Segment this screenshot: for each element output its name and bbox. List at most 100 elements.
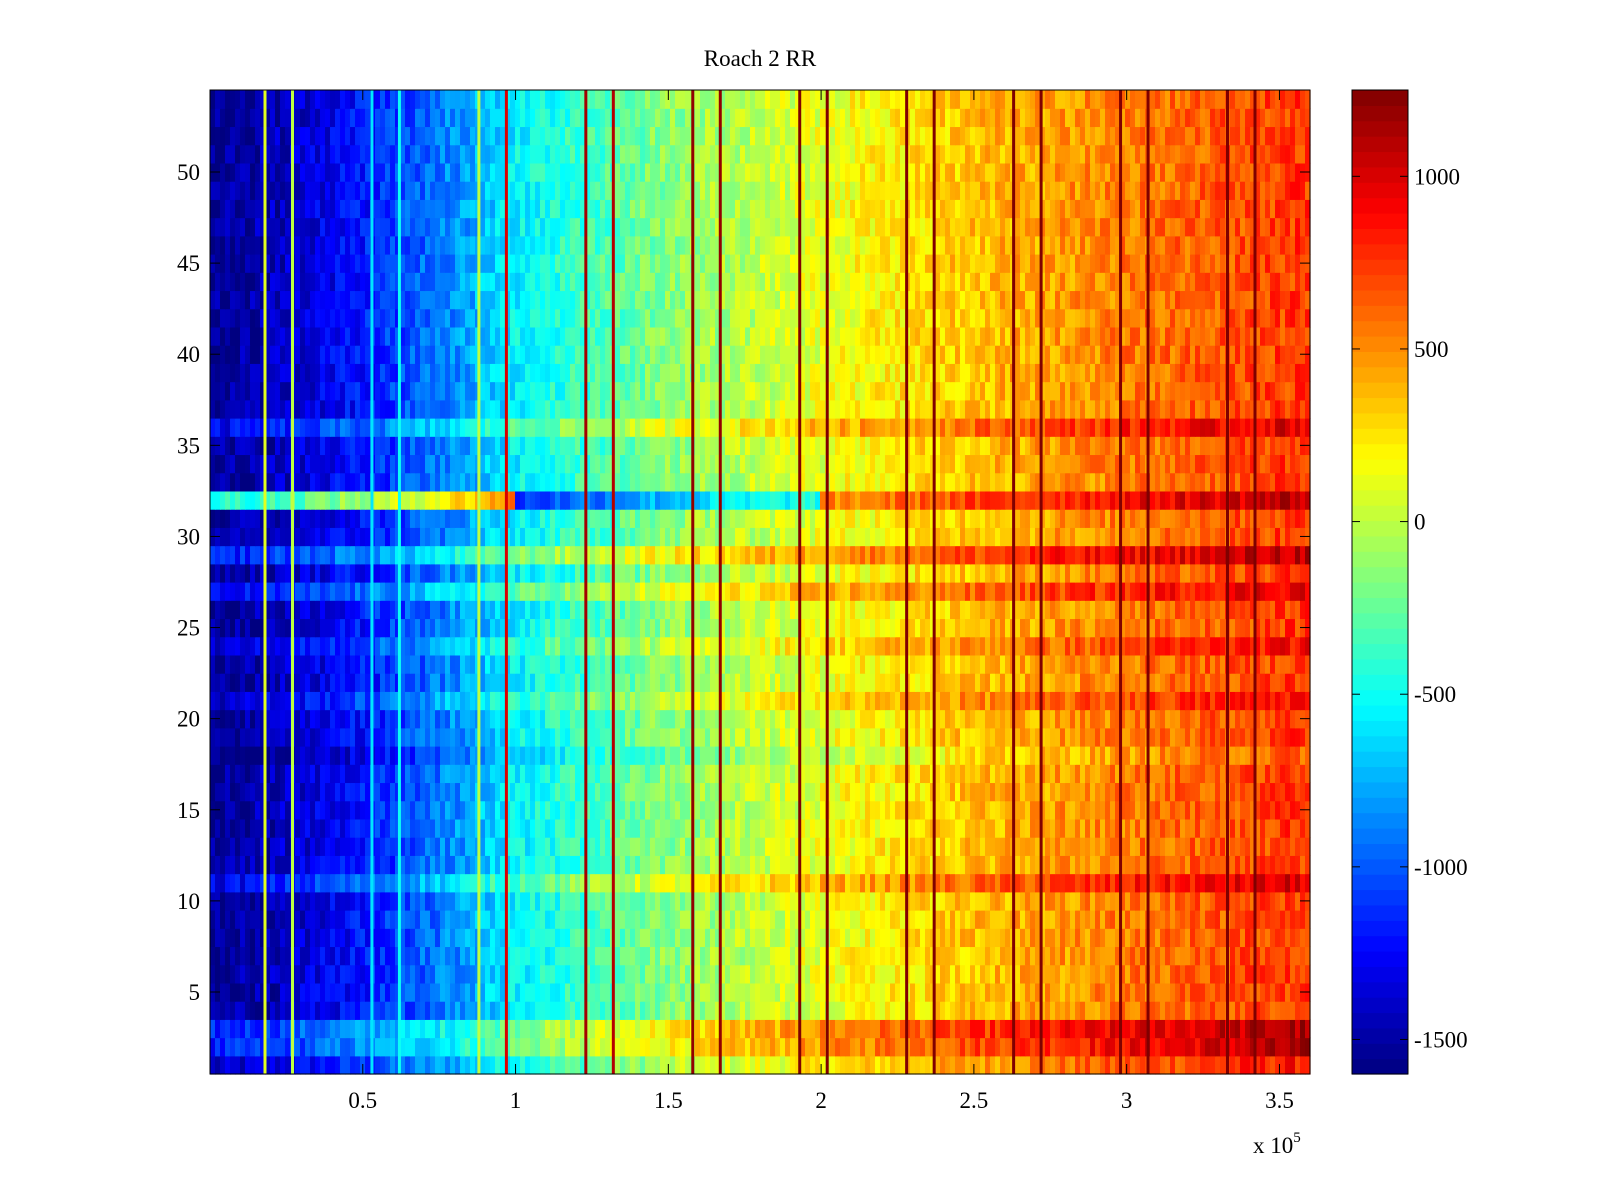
heatmap-cell: [335, 837, 341, 856]
heatmap-cell: [400, 673, 406, 692]
heatmap-cell: [955, 837, 961, 856]
heatmap-cell: [240, 654, 246, 674]
heatmap-cell: [1070, 946, 1076, 966]
heatmap-cell: [410, 746, 416, 765]
heatmap-cell: [1150, 782, 1156, 802]
heatmap-cell: [830, 709, 836, 729]
heatmap-cell: [1000, 855, 1006, 875]
heatmap-cell: [830, 746, 836, 765]
heatmap-cell: [815, 964, 821, 984]
heatmap-cell: [1275, 855, 1281, 875]
heatmap-cell: [950, 855, 956, 875]
heatmap-cell: [785, 910, 791, 929]
heatmap-cell: [550, 673, 556, 692]
heatmap-cell: [1080, 746, 1086, 765]
heatmap-cell: [560, 818, 566, 838]
heatmap-cell: [1210, 1037, 1216, 1057]
heatmap-cell: [330, 873, 336, 893]
heatmap-cell: [220, 837, 226, 856]
heatmap-cell: [1235, 709, 1241, 729]
heatmap-cell: [545, 928, 551, 948]
heatmap-cell: [990, 891, 996, 911]
heatmap-cell: [510, 654, 516, 674]
heatmap-cell: [545, 891, 551, 911]
heatmap-cell: [210, 782, 216, 802]
heatmap-cell: [625, 964, 631, 984]
heatmap-cell: [520, 1037, 526, 1057]
heatmap-cell: [1065, 855, 1071, 875]
heatmap-cell: [655, 873, 661, 893]
heatmap-cell: [250, 800, 256, 820]
heatmap-cell: [855, 855, 861, 875]
heatmap-cell: [1230, 891, 1236, 911]
heatmap-cell: [920, 982, 926, 1002]
heatmap-cell: [920, 782, 926, 802]
heatmap-cell: [455, 782, 461, 802]
heatmap-cell: [945, 837, 951, 856]
heatmap-cell: [725, 891, 731, 911]
heatmap-cell: [240, 946, 246, 966]
heatmap-cell: [1105, 1001, 1111, 1020]
heatmap-cell: [915, 782, 921, 802]
heatmap-cell: [525, 855, 531, 875]
heatmap-cell: [1155, 891, 1161, 911]
heatmap-cell: [1120, 1037, 1126, 1057]
heatmap-cell: [460, 910, 466, 929]
heatmap-cell: [310, 1037, 316, 1057]
heatmap-cell: [945, 746, 951, 765]
heatmap-cell: [1180, 964, 1186, 984]
heatmap-cell: [445, 873, 451, 893]
heatmap-cell: [1205, 764, 1211, 784]
heatmap-cell: [985, 764, 991, 784]
heatmap-cell: [340, 727, 346, 747]
heatmap-cell: [710, 727, 716, 747]
heatmap-cell: [585, 946, 591, 966]
heatmap-cell: [1295, 1019, 1301, 1039]
heatmap-cell: [650, 837, 656, 856]
heatmap-cell: [575, 891, 581, 911]
heatmap-cell: [870, 1001, 876, 1020]
heatmap-cell: [820, 1055, 826, 1075]
heatmap-cell: [960, 1019, 966, 1039]
heatmap-cell: [660, 964, 666, 984]
heatmap-cell: [870, 837, 876, 856]
heatmap-cell: [880, 709, 886, 729]
heatmap-cell: [385, 1001, 391, 1020]
heatmap-cell: [790, 800, 796, 820]
heatmap-cell: [1240, 782, 1246, 802]
heatmap-cell: [1235, 782, 1241, 802]
heatmap-cell: [575, 1019, 581, 1039]
heatmap-cell: [1285, 782, 1291, 802]
heatmap-cell: [695, 982, 701, 1002]
heatmap-cell: [685, 928, 691, 948]
heatmap-cell: [830, 910, 836, 929]
heatmap-cell: [555, 910, 561, 929]
heatmap-cell: [805, 946, 811, 966]
heatmap-cell: [210, 1019, 216, 1039]
heatmap-cell: [595, 891, 601, 911]
heatmap-cell: [840, 837, 846, 856]
heatmap-cell: [310, 818, 316, 838]
heatmap-cell: [780, 800, 786, 820]
heatmap-cell: [515, 873, 521, 893]
heatmap-cell: [890, 873, 896, 893]
heatmap-cell: [650, 800, 656, 820]
heatmap-cell: [730, 800, 736, 820]
heatmap-cell: [1215, 946, 1221, 966]
heatmap-cell: [1020, 910, 1026, 929]
heatmap-cell: [1030, 1037, 1036, 1057]
heatmap-cell: [725, 1001, 731, 1020]
heatmap-cell: [630, 964, 636, 984]
heatmap-cell: [995, 818, 1001, 838]
heatmap-cell: [400, 1019, 406, 1039]
heatmap-cell: [750, 782, 756, 802]
heatmap-cell: [480, 800, 486, 820]
heatmap-cell: [925, 873, 931, 893]
heatmap-cell: [1025, 764, 1031, 784]
heatmap-cell: [1105, 1037, 1111, 1057]
heatmap-cell: [555, 1055, 561, 1075]
heatmap-cell: [1175, 673, 1181, 692]
heatmap-cell: [1290, 727, 1296, 747]
heatmap-cell: [985, 928, 991, 948]
heatmap-cell: [1230, 910, 1236, 929]
